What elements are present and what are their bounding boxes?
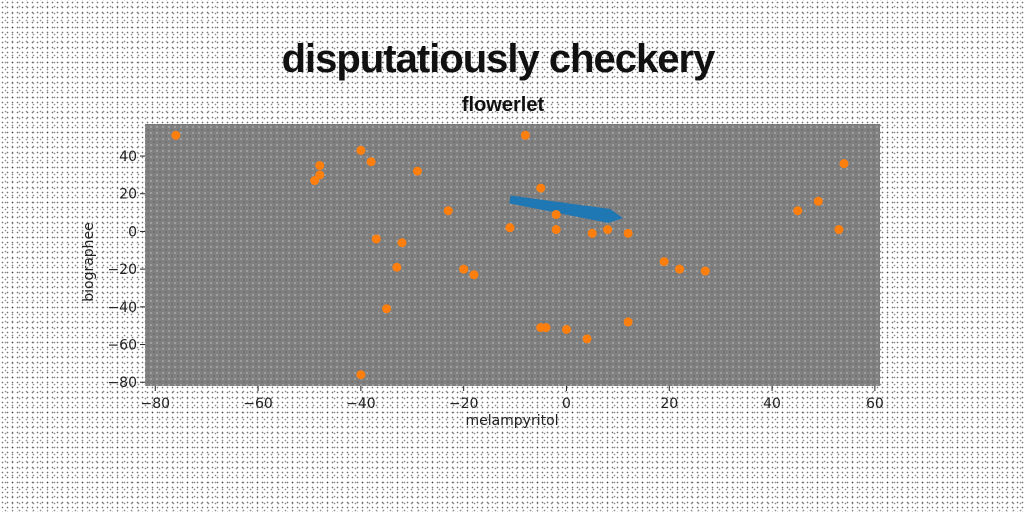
scatter-point	[469, 270, 479, 280]
x-tick-label: −40	[346, 396, 376, 412]
x-tick-label: 0	[562, 396, 571, 412]
scatter-point	[551, 209, 561, 219]
x-tick-label: 20	[660, 396, 678, 412]
y-axis-label: biographee	[81, 222, 97, 302]
x-axis-ticks: −80 −60 −40 −20 0 20 40 60	[141, 386, 884, 412]
scatter-point	[315, 160, 325, 170]
scatter-point	[382, 304, 392, 314]
y-tick-label: 40	[119, 149, 137, 165]
scatter-point	[793, 206, 803, 216]
scatter-point	[356, 145, 366, 155]
scatter-point	[505, 223, 515, 233]
scatter-point	[536, 183, 546, 193]
scatter-point	[371, 234, 381, 244]
scatter-point	[412, 166, 422, 176]
arrow-layer	[509, 195, 624, 223]
x-tick-label: −20	[449, 396, 479, 412]
scatter-point	[603, 225, 613, 235]
arrow	[509, 195, 624, 223]
scatter-point	[813, 196, 823, 206]
scatter-point	[520, 130, 530, 140]
scatter-point	[392, 262, 402, 272]
scatter-point	[582, 334, 592, 344]
scatter-point	[587, 228, 597, 238]
scatter-point	[459, 264, 469, 274]
scatter-point	[541, 323, 551, 333]
scatter-point	[623, 228, 633, 238]
x-tick-label: −60	[243, 396, 273, 412]
y-tick-label: −80	[107, 375, 137, 391]
x-tick-label: 60	[866, 396, 884, 412]
y-axis-ticks: −80 −60 −40 −20 0 20 40	[107, 149, 145, 391]
y-tick-label: −20	[107, 262, 137, 278]
scatter-point	[443, 206, 453, 216]
scatter-point	[700, 266, 710, 276]
scatter-point	[551, 225, 561, 235]
x-tick-label: −80	[141, 396, 171, 412]
x-axis-label: melampyritol	[465, 413, 558, 429]
x-tick-label: 40	[763, 396, 781, 412]
scatter-point	[834, 225, 844, 235]
y-tick-label: −60	[107, 338, 137, 354]
y-tick-label: −40	[107, 300, 137, 316]
plot-texture	[145, 124, 880, 386]
chart-title: disputatiously checkery	[282, 37, 716, 81]
scatter-point	[675, 264, 685, 274]
scatter-point	[171, 130, 181, 140]
scatter-point	[366, 157, 376, 167]
y-tick-label: 0	[128, 224, 137, 240]
scatter-point	[561, 324, 571, 334]
scatter-point	[659, 257, 669, 267]
chart-subtitle: flowerlet	[462, 94, 545, 116]
scatter-point	[839, 159, 849, 169]
scatter-point	[623, 317, 633, 327]
scatter-point	[310, 176, 320, 186]
y-tick-label: 20	[119, 187, 137, 203]
scatter-point	[356, 370, 366, 380]
scatter-point	[397, 238, 407, 248]
points-layer	[171, 130, 849, 380]
